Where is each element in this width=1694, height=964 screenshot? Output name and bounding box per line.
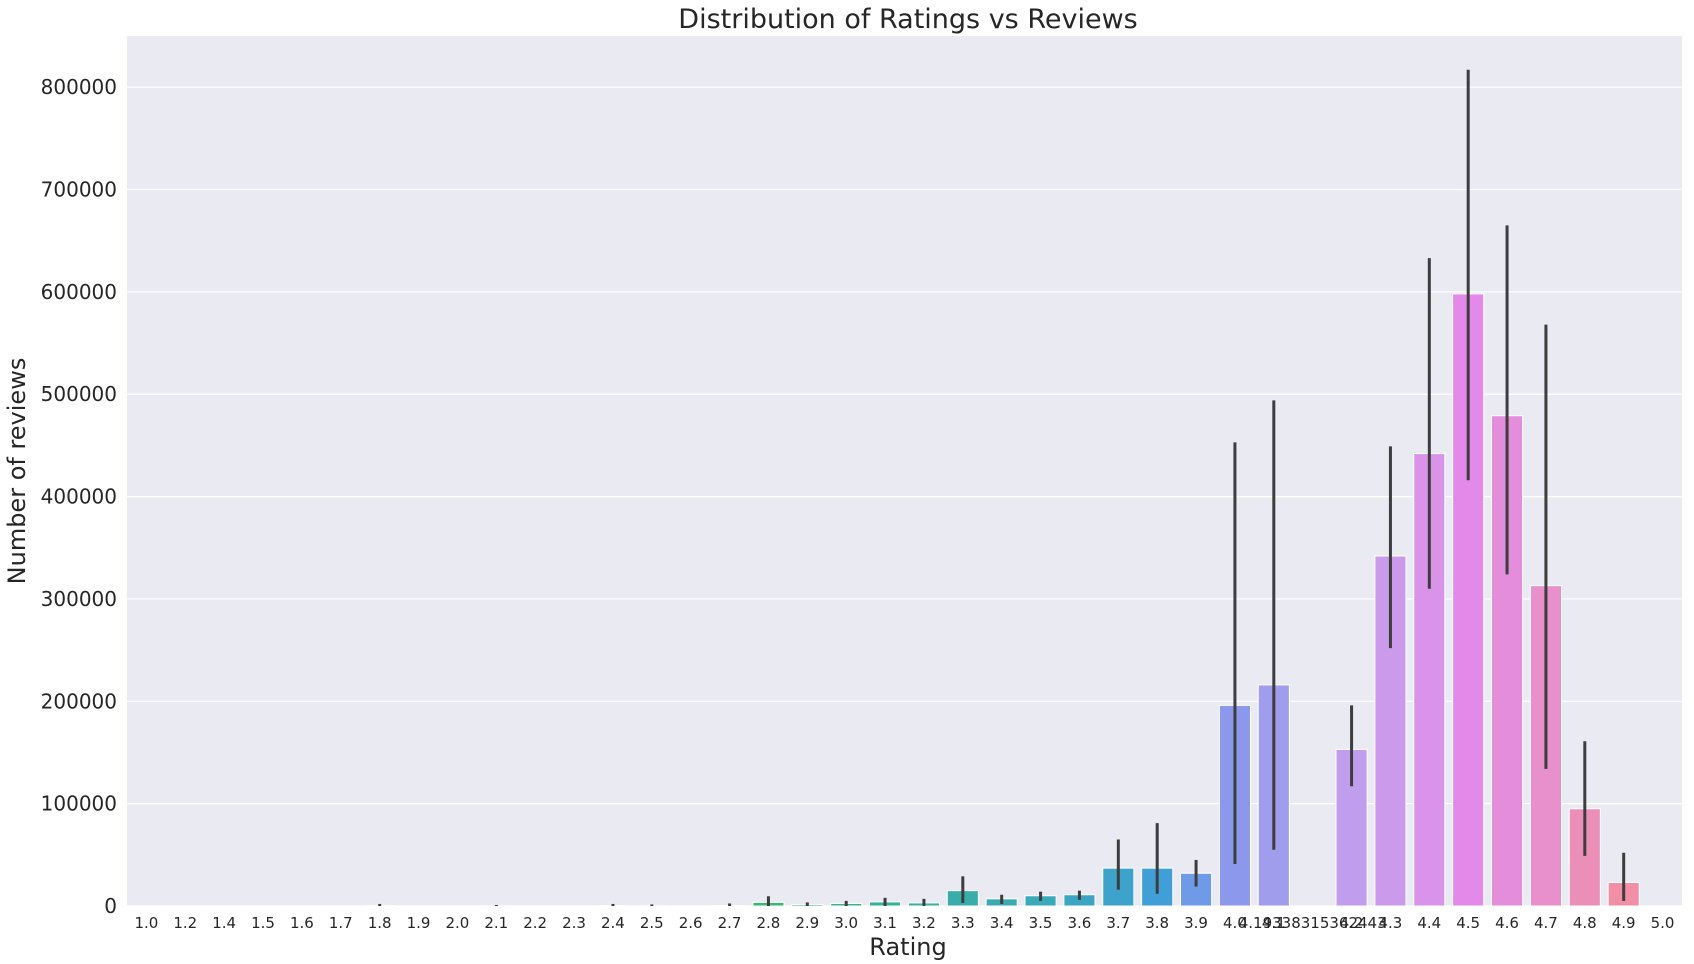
x-tick-label: 1.4: [212, 914, 236, 932]
x-tick-label: 1.5: [251, 914, 275, 932]
x-tick-label: 2.3: [562, 914, 586, 932]
x-tick-label: 4.8: [1573, 914, 1597, 932]
x-tick-labels: 1.0 1.2 1.4 1.5 1.6 1.7 1.8 1.9 2.0 2.1 2.2 2.3 2.4 2…: [135, 914, 1675, 932]
y-tick-label: 800000: [41, 75, 117, 99]
x-tick-label: 1.0: [135, 914, 159, 932]
x-tick-label: 1.6: [290, 914, 314, 932]
y-tick-label: 600000: [41, 280, 117, 304]
plot-background: [127, 36, 1682, 906]
y-tick-labels: 0 100000 200000 300000 400000 500000 600000 700…: [41, 75, 117, 918]
x-tick-label: 2.5: [640, 914, 664, 932]
x-tick-label: 3.2: [912, 914, 936, 932]
y-tick-label: 300000: [41, 587, 117, 611]
x-tick-label: 3.9: [1184, 914, 1208, 932]
x-tick-label: 1.7: [329, 914, 353, 932]
x-tick-label: 5.0: [1651, 914, 1675, 932]
x-tick-label: 4.19338315362443: [1239, 914, 1387, 932]
x-tick-label: 4.0: [1223, 914, 1247, 932]
x-tick-label: 3.8: [1145, 914, 1169, 932]
x-tick-label: 3.4: [990, 914, 1014, 932]
x-tick-label: 4.3: [1379, 914, 1403, 932]
x-tick-label: 3.0: [834, 914, 858, 932]
x-tick-label: 2.1: [484, 914, 508, 932]
error-bars: [378, 69, 1626, 906]
x-tick-label: 4.6: [1495, 914, 1519, 932]
y-tick-label: 500000: [41, 382, 117, 406]
x-tick-label: 3.5: [1029, 914, 1053, 932]
gridlines: [127, 86, 1682, 907]
x-tick-label: 2.4: [601, 914, 625, 932]
y-tick-label: 100000: [41, 792, 117, 816]
y-tick-label: 700000: [41, 178, 117, 202]
y-tick-label: 400000: [41, 485, 117, 509]
chart-title: Distribution of Ratings vs Reviews: [678, 4, 1137, 35]
y-axis-title: Number of reviews: [3, 358, 31, 585]
bars: [363, 293, 1640, 907]
x-tick-label: 2.9: [795, 914, 819, 932]
x-tick-label: 1.8: [368, 914, 392, 932]
y-tick-label: 0: [104, 894, 117, 918]
x-tick-label: 3.3: [951, 914, 975, 932]
x-tick-label: 4.2: [1340, 914, 1364, 932]
y-tick-label: 200000: [41, 689, 117, 713]
x-tick-label: 4.9: [1612, 914, 1636, 932]
x-tick-label: 4.4: [1417, 914, 1441, 932]
x-tick-label: 2.8: [757, 914, 781, 932]
x-tick-label: 3.7: [1106, 914, 1130, 932]
x-tick-label: 1.2: [173, 914, 197, 932]
x-axis-title: Rating: [869, 933, 946, 961]
x-tick-label: 2.0: [446, 914, 470, 932]
x-tick-label: 2.6: [679, 914, 703, 932]
x-tick-label: 4.7: [1534, 914, 1558, 932]
x-tick-label: 4.5: [1456, 914, 1480, 932]
x-tick-label: 1.9: [407, 914, 431, 932]
x-tick-label: 4.1: [1262, 914, 1286, 932]
x-tick-label: 2.7: [718, 914, 742, 932]
x-tick-label: 3.6: [1068, 914, 1092, 932]
x-tick-label: 2.2: [523, 914, 547, 932]
x-tick-label: 3.1: [873, 914, 897, 932]
